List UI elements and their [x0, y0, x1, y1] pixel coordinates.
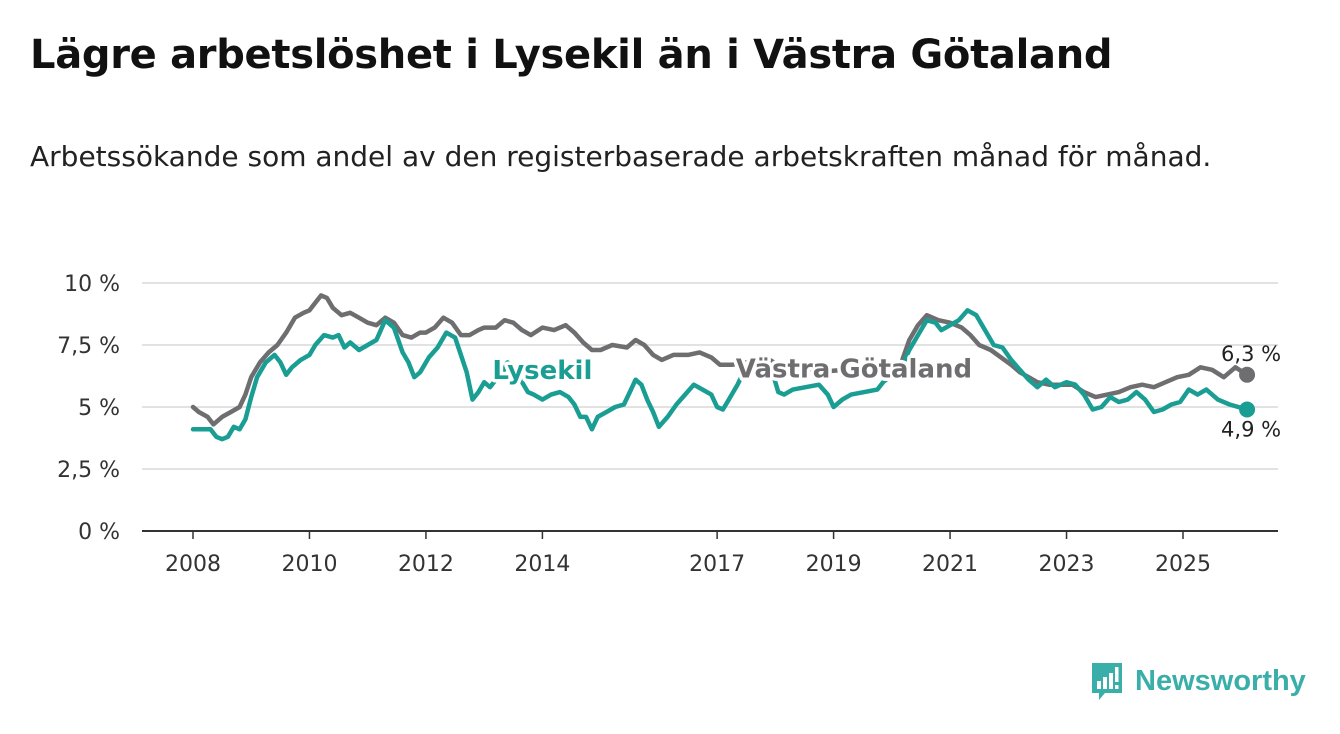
label-layer: 6,3 % 4,9 % Lysekil Västra Götaland: [489, 342, 1281, 442]
series-layer: [190, 293, 1256, 442]
grid-layer: [142, 282, 1278, 532]
end-point-lysekil: [1239, 401, 1256, 418]
y-tick-label: 7,5 %: [57, 334, 120, 359]
x-tick-label: 2008: [165, 552, 221, 577]
y-tick-label: 10 %: [64, 272, 120, 297]
x-tick-label: 2010: [281, 552, 337, 577]
series-annotation: Lysekil: [492, 356, 592, 386]
end-label-lysekil: 4,9 %: [1221, 417, 1281, 441]
end-point-vastra-gotaland: [1239, 366, 1256, 383]
series-annotation: Västra Götaland: [736, 355, 972, 385]
series-line-lysekil: [190, 308, 1250, 442]
brand-name: Newsworthy: [1135, 664, 1306, 697]
y-tick-label: 2,5 %: [57, 458, 120, 483]
x-tick-label: 2023: [1039, 552, 1095, 577]
x-tick-label: 2019: [806, 552, 862, 577]
newsworthy-logo-icon: [1092, 663, 1122, 700]
x-tick-label: 2021: [922, 552, 978, 577]
end-label-vastra-gotaland: 6,3 %: [1221, 342, 1281, 366]
x-tick-label: 2017: [689, 552, 745, 577]
x-tick-label: 2025: [1155, 552, 1211, 577]
x-tick-label: 2014: [514, 552, 570, 577]
y-tick-label: 0 %: [78, 520, 120, 545]
page-title: Lägre arbetslöshet i Lysekil än i Västra…: [30, 32, 1113, 78]
y-tick-label: 5 %: [78, 396, 120, 421]
y-axis-ticks: 0 % 2,5 % 5 % 7,5 % 10 %: [57, 272, 120, 545]
newsworthy-brand[interactable]: Newsworthy: [1089, 660, 1306, 702]
x-tick-label: 2012: [398, 552, 454, 577]
chart-subtitle: Arbetssökande som andel av den registerb…: [30, 140, 1212, 173]
x-axis-ticks: 2008 2010 2012 2014 2017 2019 2021 2023 2025: [165, 531, 1211, 577]
